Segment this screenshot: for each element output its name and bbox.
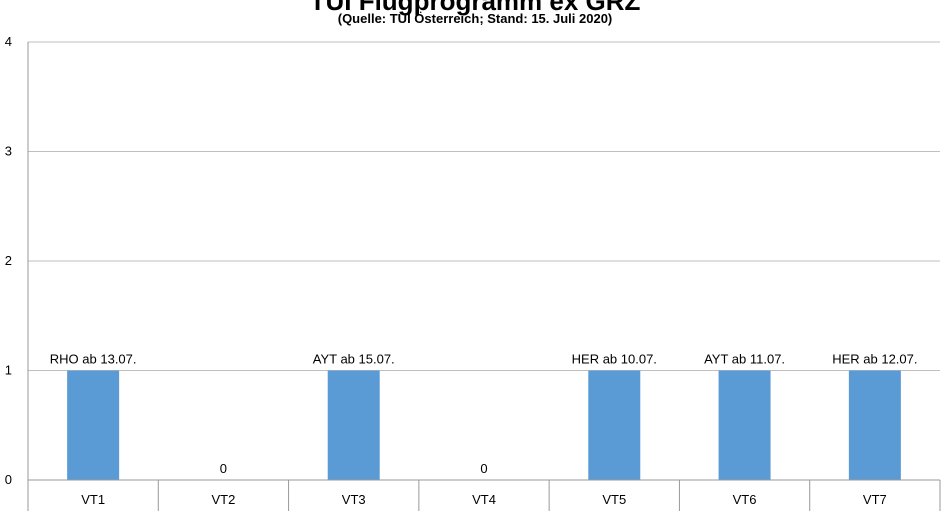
data-label: 0 xyxy=(480,461,487,476)
y-tick-label: 1 xyxy=(5,363,12,378)
data-label: RHO ab 13.07. xyxy=(50,352,137,367)
bar xyxy=(848,370,901,480)
y-tick-label: 0 xyxy=(5,472,12,487)
y-tick-label: 3 xyxy=(5,144,12,159)
bar xyxy=(67,370,120,480)
gridlines xyxy=(27,41,940,511)
category-label: VT5 xyxy=(602,492,626,507)
category-label: VT1 xyxy=(81,492,105,507)
data-label: HER ab 12.07. xyxy=(832,352,917,367)
y-tick-label: 4 xyxy=(5,34,12,49)
category-label: VT4 xyxy=(472,492,496,507)
bar xyxy=(588,370,641,480)
bar xyxy=(718,370,771,480)
category-label: VT6 xyxy=(733,492,757,507)
data-label: HER ab 10.07. xyxy=(572,352,657,367)
data-label: 0 xyxy=(220,461,227,476)
y-tick-label: 2 xyxy=(5,253,12,268)
chart-title: TUI Flugprogramm ex GRZ xyxy=(310,0,641,16)
category-axis: VT1 VT2 VT3 VT4 VT5 VT6 VT7 xyxy=(27,479,941,511)
category-label: VT3 xyxy=(342,492,366,507)
category-label: VT2 xyxy=(212,492,236,507)
y-axis-ticks: 0 1 2 3 4 xyxy=(5,34,12,487)
data-label: AYT ab 11.07. xyxy=(704,352,785,367)
chart-subtitle: (Quelle: TUI Österreich; Stand: 15. Juli… xyxy=(338,11,613,26)
category-label: VT7 xyxy=(863,492,887,507)
data-labels: RHO ab 13.07. 0 AYT ab 15.07. 0 HER ab 10.07… xyxy=(50,352,918,477)
bar xyxy=(327,370,380,480)
bars xyxy=(67,370,901,480)
data-label: AYT ab 15.07. xyxy=(313,352,395,367)
